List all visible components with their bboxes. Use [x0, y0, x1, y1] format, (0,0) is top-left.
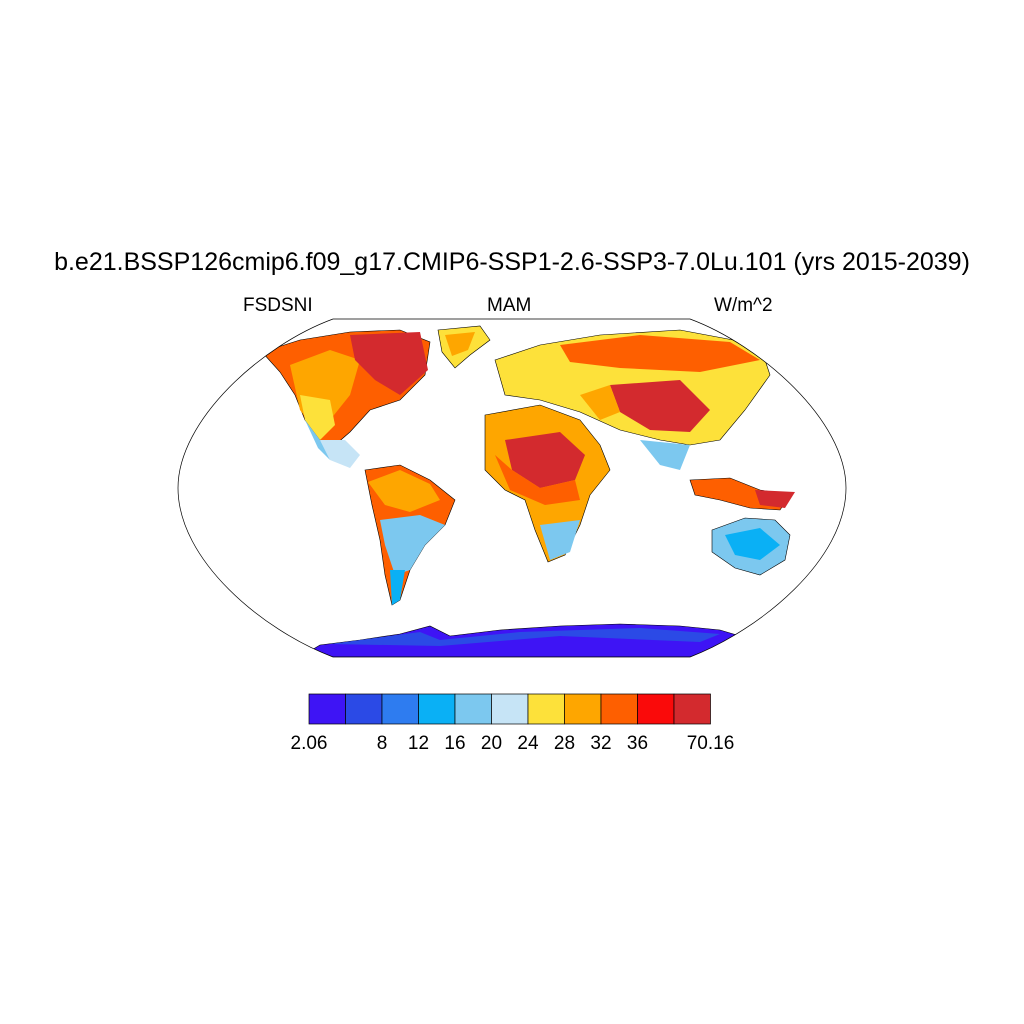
season-label: MAM — [487, 295, 532, 316]
colorbar-tick-label: 16 — [444, 733, 466, 754]
colorbar-swatch — [600, 693, 638, 725]
colorbar-swatch — [418, 693, 456, 725]
variable-label: FSDSNI — [243, 295, 313, 316]
colorbar-tick-label: 12 — [407, 733, 430, 754]
colorbar-swatch — [491, 693, 529, 725]
colorbar-swatch — [381, 693, 419, 725]
colorbar-tick-label: 24 — [517, 733, 539, 754]
units-label: W/m^2 — [714, 295, 773, 316]
colorbar-swatch — [345, 693, 383, 725]
colorbar-swatch — [673, 693, 711, 725]
colorbar-tick-label: 8 — [376, 733, 388, 754]
colorbar — [308, 693, 711, 725]
colorbar-tick-label: 36 — [626, 733, 649, 754]
map-field — [261, 325, 795, 657]
colorbar-swatch — [637, 693, 675, 725]
colorbar-tick-label: 2.06 — [290, 733, 328, 754]
colorbar-swatch — [308, 693, 346, 725]
colorbar-tick-label: 28 — [553, 733, 576, 754]
colorbar-tick-label: 70.16 — [686, 733, 735, 754]
colorbar-swatch — [454, 693, 492, 725]
colorbar-swatch — [527, 693, 565, 725]
colorbar-swatch — [564, 693, 602, 725]
map-title: b.e21.BSSP126cmip6.f09_g17.CMIP6-SSP1-2.… — [54, 248, 970, 276]
colorbar-tick-label: 20 — [480, 733, 503, 754]
colorbar-tick-label: 32 — [590, 733, 612, 754]
map-outline — [177, 318, 847, 658]
